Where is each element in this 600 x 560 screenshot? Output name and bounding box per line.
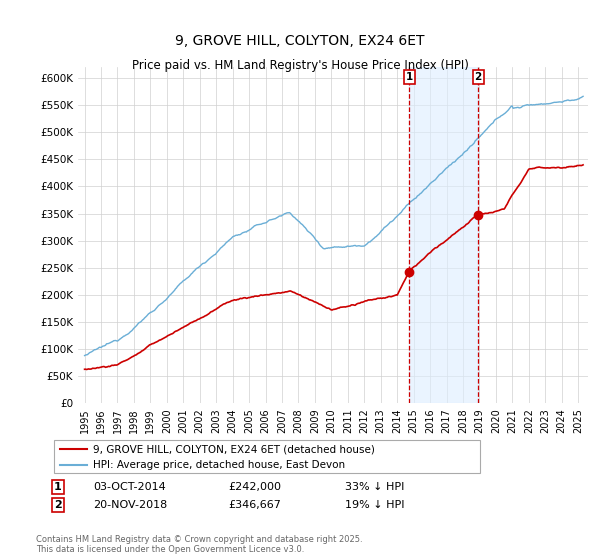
Text: 1: 1 (406, 72, 413, 82)
Text: 9, GROVE HILL, COLYTON, EX24 6ET (detached house): 9, GROVE HILL, COLYTON, EX24 6ET (detach… (93, 444, 375, 454)
Text: 1: 1 (54, 482, 62, 492)
Text: 19% ↓ HPI: 19% ↓ HPI (345, 500, 404, 510)
Text: £242,000: £242,000 (228, 482, 281, 492)
Text: 03-OCT-2014: 03-OCT-2014 (93, 482, 166, 492)
Text: Contains HM Land Registry data © Crown copyright and database right 2025.
This d: Contains HM Land Registry data © Crown c… (36, 535, 362, 554)
Text: 2: 2 (54, 500, 62, 510)
Text: 20-NOV-2018: 20-NOV-2018 (93, 500, 167, 510)
Text: 9, GROVE HILL, COLYTON, EX24 6ET: 9, GROVE HILL, COLYTON, EX24 6ET (175, 34, 425, 48)
Text: £346,667: £346,667 (228, 500, 281, 510)
Text: 2: 2 (475, 72, 482, 82)
Text: HPI: Average price, detached house, East Devon: HPI: Average price, detached house, East… (93, 460, 345, 470)
Text: Price paid vs. HM Land Registry's House Price Index (HPI): Price paid vs. HM Land Registry's House … (131, 59, 469, 72)
Text: 33% ↓ HPI: 33% ↓ HPI (345, 482, 404, 492)
Bar (409, 67, 478, 403)
